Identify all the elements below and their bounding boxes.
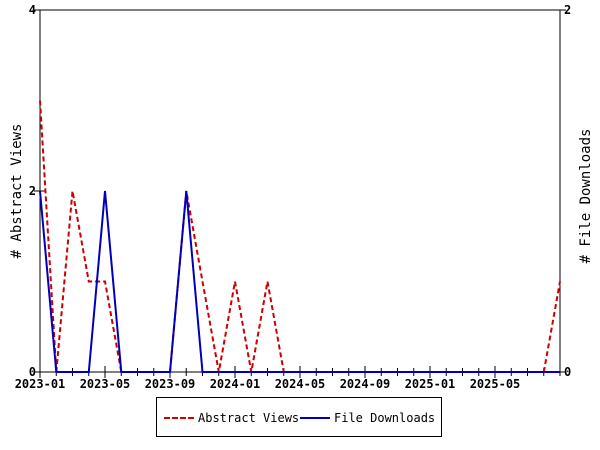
x-tick-label: 2023-05: [80, 377, 131, 391]
tick-labels: 2023-01 2023-05 2023-09 2024-01 2024-05 2024-…: [15, 3, 572, 391]
x-tick-label: 2025-01: [405, 377, 456, 391]
x-tick-label: 2025-05: [470, 377, 521, 391]
series-lines: [39, 100, 561, 373]
legend: Abstract Views File Downloads: [156, 397, 442, 437]
legend-label-abstract-views: Abstract Views: [198, 411, 300, 425]
x-tick-label: 2024-05: [275, 377, 326, 391]
legend-swatch-file-downloads: [300, 417, 330, 419]
y-axis-right-title: # File Downloads: [578, 129, 594, 264]
y-axis-left-title: # Abstract Views: [9, 124, 25, 259]
y-right-tick-label: 0: [564, 365, 571, 379]
y-right-tick-label: 2: [564, 3, 571, 17]
series-line-file-downloads: [39, 190, 560, 373]
x-tick-label: 2024-01: [210, 377, 261, 391]
plot-area: [39, 9, 561, 373]
y-left-tick-label: 0: [29, 365, 36, 379]
x-tick-label: 2024-09: [340, 377, 391, 391]
y-left-tick-label: 2: [29, 184, 36, 198]
legend-label-file-downloads: File Downloads: [334, 411, 436, 425]
legend-swatch-abstract-views: [164, 417, 194, 419]
y-left-tick-label: 4: [29, 3, 36, 17]
x-tick-label: 2023-01: [15, 377, 66, 391]
x-tick-label: 2023-09: [145, 377, 196, 391]
